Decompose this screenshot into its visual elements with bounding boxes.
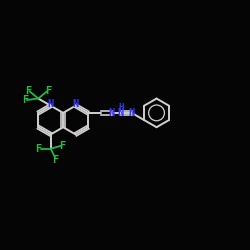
- Text: F: F: [60, 141, 66, 151]
- Text: N: N: [108, 108, 115, 118]
- Text: F: F: [36, 144, 42, 154]
- Text: F: F: [25, 86, 32, 97]
- Text: N: N: [118, 108, 124, 118]
- Text: N: N: [48, 100, 54, 110]
- Text: F: F: [22, 95, 29, 105]
- Text: H: H: [118, 104, 124, 112]
- Text: F: F: [45, 86, 51, 97]
- Text: N: N: [128, 108, 135, 118]
- Text: F: F: [52, 155, 58, 165]
- Text: N: N: [72, 100, 79, 110]
